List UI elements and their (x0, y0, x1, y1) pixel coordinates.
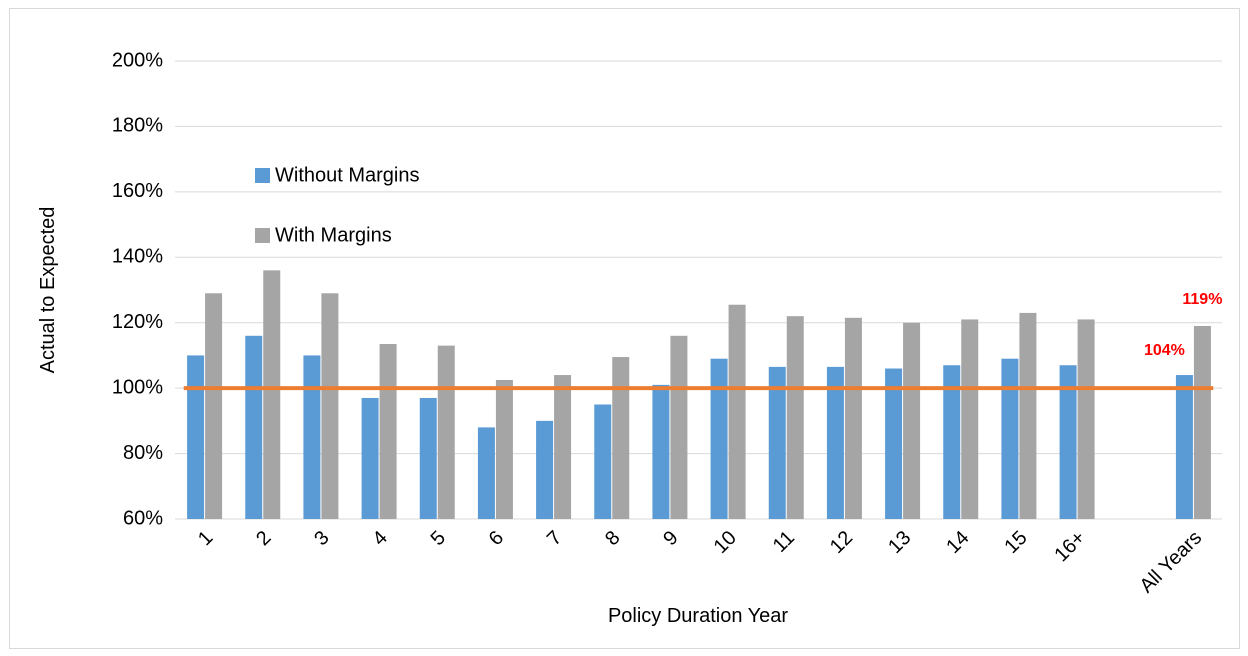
bar (844, 317, 862, 519)
bar (303, 355, 321, 519)
bar (710, 358, 728, 519)
bar (437, 345, 455, 519)
legend-label: With Margins (275, 224, 392, 246)
bar (1193, 325, 1211, 519)
legend-label: Without Margins (275, 164, 420, 186)
value-label: 104% (1144, 342, 1185, 359)
y-tick-label: 120% (112, 311, 163, 333)
bar (612, 357, 630, 519)
bar (652, 384, 670, 519)
bar (187, 355, 205, 519)
bar (961, 319, 979, 519)
bar (826, 366, 844, 519)
bar (321, 293, 339, 519)
bar (477, 427, 495, 519)
bar (361, 397, 379, 519)
bar (205, 293, 223, 519)
value-label: 119% (1182, 291, 1222, 308)
legend-swatch (255, 168, 270, 183)
bar (1077, 319, 1095, 519)
bar (903, 322, 921, 519)
bar (1175, 375, 1193, 519)
bar (1059, 365, 1077, 519)
bar (245, 335, 263, 519)
bar (594, 404, 612, 519)
bar (943, 365, 961, 519)
bar (495, 379, 513, 519)
y-tick-label: 80% (123, 442, 163, 464)
y-tick-label: 140% (112, 246, 163, 268)
y-tick-label: 160% (112, 180, 163, 202)
bar (554, 375, 572, 519)
y-tick-label: 180% (112, 115, 163, 137)
bar (768, 366, 786, 519)
x-axis-title: Policy Duration Year (608, 605, 788, 627)
y-tick-label: 200% (112, 49, 163, 71)
bar (536, 420, 554, 519)
bar (786, 316, 804, 519)
bar (379, 343, 397, 519)
bar (1001, 358, 1019, 519)
legend-swatch (255, 228, 270, 243)
bar (263, 270, 281, 519)
bar (670, 335, 688, 519)
y-tick-label: 100% (112, 376, 163, 398)
bar (1019, 312, 1037, 519)
y-tick-label: 60% (123, 507, 163, 529)
bar (728, 304, 746, 519)
bar (419, 397, 437, 519)
y-axis-title: Actual to Expected (37, 207, 59, 374)
bar (885, 368, 903, 519)
